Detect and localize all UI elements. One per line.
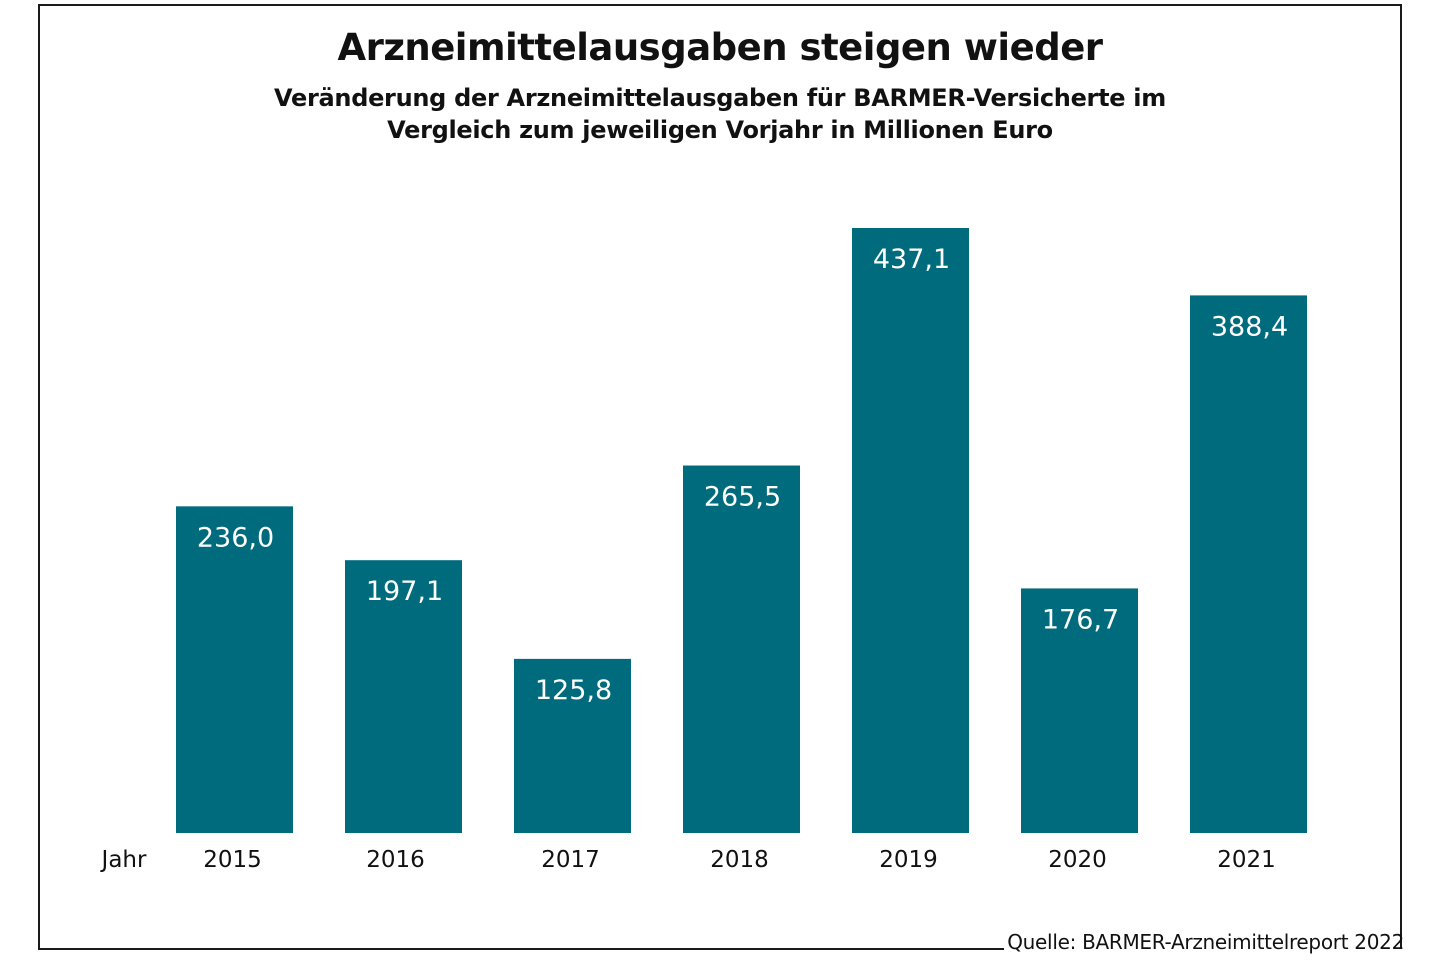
bar-2018 <box>683 465 800 833</box>
x-tick-2019: 2019 <box>879 847 938 873</box>
x-tick-2016: 2016 <box>366 847 425 873</box>
bar-2019 <box>852 228 969 833</box>
frame-bottom-border <box>38 948 1004 950</box>
data-label-2019: 437,1 <box>873 244 950 275</box>
x-tick-2021: 2021 <box>1217 847 1276 873</box>
data-label-2015: 236,0 <box>197 522 274 553</box>
bar-2017 <box>514 658 631 833</box>
data-label-2016: 197,1 <box>366 576 443 607</box>
x-tick-2015: 2015 <box>203 847 262 873</box>
bar-2015 <box>176 506 293 833</box>
x-axis-label: Jahr <box>100 847 147 873</box>
x-tick-2018: 2018 <box>710 847 769 873</box>
chart-subtitle: Veränderung der Arzneimittelausgaben für… <box>0 82 1440 146</box>
x-tick-2020: 2020 <box>1048 847 1107 873</box>
data-label-2020: 176,7 <box>1042 604 1119 635</box>
data-label-2021: 388,4 <box>1211 311 1288 342</box>
bar-2020 <box>1021 588 1138 833</box>
chart-title: Arzneimittelausgaben steigen wieder <box>337 26 1103 69</box>
bar-2016 <box>345 560 462 833</box>
data-label-2018: 265,5 <box>704 482 781 513</box>
chart-subtitle-line-1: Veränderung der Arzneimittelausgaben für… <box>274 84 1166 112</box>
bar-2021 <box>1190 295 1307 834</box>
data-label-2017: 125,8 <box>535 675 612 706</box>
x-tick-2017: 2017 <box>541 847 600 873</box>
chart-subtitle-line-2: Vergleich zum jeweiligen Vorjahr in Mill… <box>387 116 1053 144</box>
source-note: Quelle: BARMER-Arzneimittelreport 2022 <box>1007 930 1404 954</box>
chart-frame <box>38 4 1402 949</box>
